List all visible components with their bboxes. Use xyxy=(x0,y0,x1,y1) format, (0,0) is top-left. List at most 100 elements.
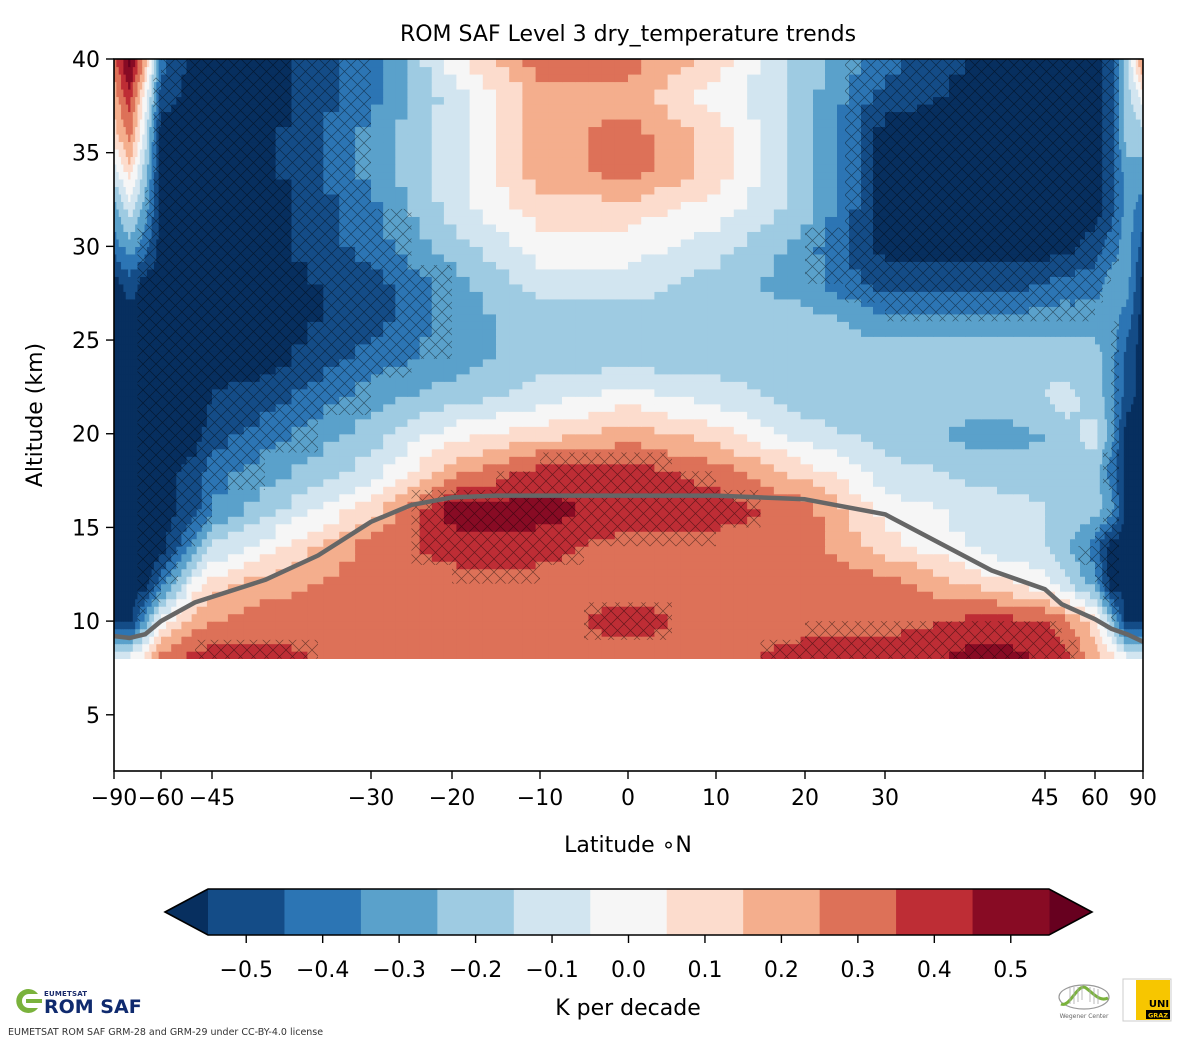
contour-cell xyxy=(1131,358,1134,367)
contour-cell xyxy=(1029,486,1046,495)
contour-cell xyxy=(1090,598,1096,607)
contour-cell xyxy=(1128,613,1132,622)
contour-cell xyxy=(1070,493,1076,502)
contour-cell xyxy=(1097,621,1101,630)
contour-cell xyxy=(614,403,629,412)
contour-cell xyxy=(849,381,862,390)
contour-cell xyxy=(1097,448,1101,457)
contour-cell xyxy=(1135,426,1139,435)
contour-cell xyxy=(707,606,722,615)
contour-cell xyxy=(1045,381,1051,390)
contour-cell xyxy=(1126,441,1130,450)
contour-cell xyxy=(885,388,902,397)
contour-cell xyxy=(1126,351,1130,360)
contour-cell xyxy=(161,636,167,645)
contour-cell xyxy=(496,583,510,592)
contour-cell xyxy=(118,523,122,532)
contour-cell xyxy=(1138,501,1142,510)
contour-cell xyxy=(917,501,934,510)
contour-cell xyxy=(1013,553,1030,562)
contour-cell xyxy=(614,343,629,352)
contour-cell xyxy=(965,403,982,412)
contour-cell xyxy=(773,508,788,517)
contour-cell xyxy=(873,583,886,592)
contour-cell xyxy=(1070,433,1076,442)
contour-cell xyxy=(206,553,213,562)
contour-cell xyxy=(667,351,682,360)
contour-cell xyxy=(509,606,523,615)
contour-cell xyxy=(1085,516,1091,525)
contour-cell xyxy=(873,366,886,375)
contour-cell xyxy=(997,411,1014,420)
contour-cell xyxy=(1104,643,1108,652)
contour-cell xyxy=(383,433,396,442)
contour-cell xyxy=(562,351,576,360)
contour-cell xyxy=(837,396,850,405)
contour-cell xyxy=(243,531,261,540)
contour-cell xyxy=(151,613,155,622)
contour-cell xyxy=(901,553,918,562)
contour-cell xyxy=(125,576,129,585)
contour-cell xyxy=(1111,628,1115,637)
contour-cell xyxy=(275,516,293,525)
contour-cell xyxy=(114,501,117,510)
contour-cell xyxy=(259,561,277,570)
contour-cell xyxy=(135,433,139,442)
contour-cell xyxy=(456,591,471,600)
contour-cell xyxy=(181,651,188,659)
contour-cell xyxy=(1131,636,1134,645)
contour-cell xyxy=(1104,426,1108,435)
contour-cell xyxy=(873,493,886,502)
contour-cell xyxy=(1080,381,1086,390)
contour-cell xyxy=(933,456,950,465)
contour-cell xyxy=(1095,486,1098,495)
contour-cell xyxy=(206,531,213,540)
contour-cell xyxy=(135,471,139,480)
contour-cell xyxy=(588,591,603,600)
contour-cell xyxy=(1090,403,1096,412)
contour-cell xyxy=(747,448,762,457)
contour-cell xyxy=(395,418,409,427)
contour-cell xyxy=(307,508,324,517)
contour-cell xyxy=(355,433,372,442)
contour-cell xyxy=(917,381,934,390)
contour-cell xyxy=(1055,606,1061,615)
contour-cell xyxy=(1133,523,1137,532)
contour-cell xyxy=(1090,448,1096,457)
contour-cell xyxy=(667,441,682,450)
contour-cell xyxy=(1045,411,1051,420)
contour-cell xyxy=(1138,583,1142,592)
contour-cell xyxy=(431,651,445,659)
contour-cell xyxy=(407,643,421,652)
contour-cell xyxy=(601,553,616,562)
contour-cell xyxy=(125,396,129,405)
contour-cell xyxy=(873,568,886,577)
contour-cell xyxy=(339,636,356,645)
contour-cell xyxy=(1085,538,1091,547)
contour-cell xyxy=(201,546,208,555)
contour-cell xyxy=(667,591,682,600)
contour-cell xyxy=(861,606,874,615)
contour-cell xyxy=(1138,538,1142,547)
contour-cell xyxy=(1065,493,1071,502)
contour-cell xyxy=(1070,411,1076,420)
contour-cell xyxy=(733,561,748,570)
contour-cell xyxy=(601,568,616,577)
contour-cell xyxy=(1060,523,1066,532)
contour-cell xyxy=(760,366,775,375)
contour-cell xyxy=(1126,516,1130,525)
contour-cell xyxy=(1097,411,1101,420)
contour-cell xyxy=(1045,538,1051,547)
contour-cell xyxy=(917,486,934,495)
contour-cell xyxy=(1123,613,1127,622)
contour-cell xyxy=(1045,433,1051,442)
contour-cell xyxy=(1090,396,1096,405)
contour-cell xyxy=(482,471,497,480)
contour-cell xyxy=(720,471,735,480)
contour-cell xyxy=(1121,403,1125,412)
contour-cell xyxy=(118,553,122,562)
contour-cell xyxy=(191,613,198,622)
contour-cell xyxy=(130,523,134,532)
contour-cell xyxy=(509,381,523,390)
contour-cell xyxy=(800,396,814,405)
